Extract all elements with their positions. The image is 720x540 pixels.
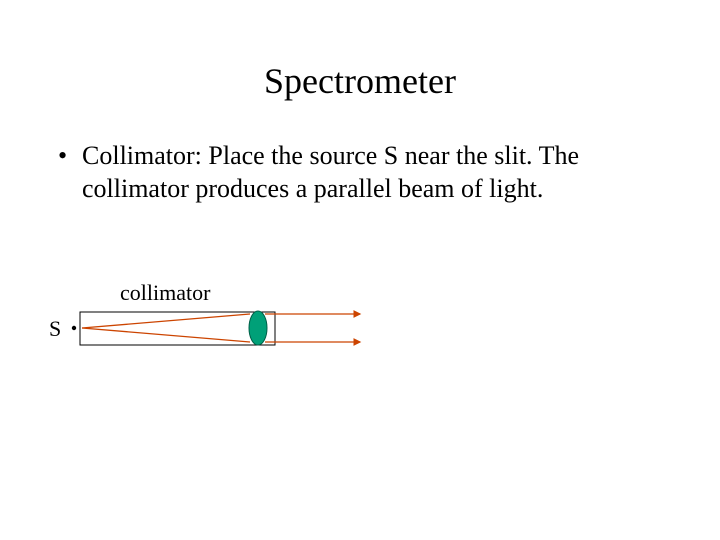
lens-icon: [249, 311, 267, 345]
bullet-item: •Collimator: Place the source S near the…: [58, 140, 668, 205]
bullet-marker: •: [58, 140, 82, 173]
ray-diverging-2: [82, 328, 250, 342]
source-point-icon: [72, 326, 76, 330]
collimator-tube: [80, 312, 275, 345]
bullet-text: Collimator: Place the source S near the …: [82, 140, 662, 205]
slide: Spectrometer •Collimator: Place the sour…: [0, 0, 720, 540]
slide-title: Spectrometer: [0, 60, 720, 102]
ray-diverging-1: [82, 314, 250, 328]
collimator-diagram: [60, 300, 420, 370]
